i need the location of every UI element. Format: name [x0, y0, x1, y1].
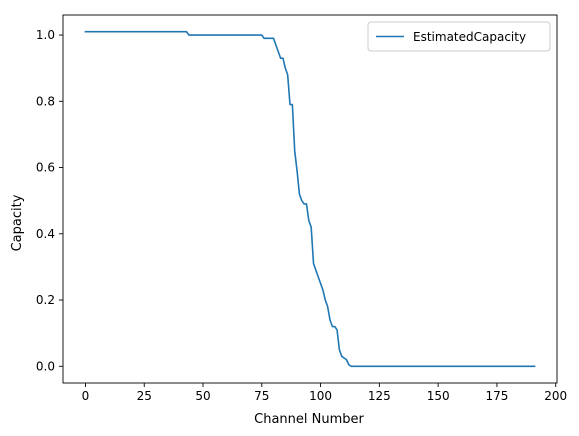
x-tick-label: 50	[195, 389, 210, 403]
y-tick-label: 0.4	[36, 227, 55, 241]
y-tick-label: 0.6	[36, 161, 55, 175]
y-tick-label: 1.0	[36, 28, 55, 42]
legend-box	[367, 21, 551, 52]
y-tick-label: 0.8	[36, 94, 55, 108]
y-tick-label: 0.2	[36, 293, 55, 307]
x-tick-label: 200	[544, 389, 567, 403]
legend-label: EstimatedCapacity	[413, 30, 526, 44]
legend: EstimatedCapacity	[367, 21, 551, 52]
y-axis-label: Capacity	[10, 194, 25, 251]
x-tick-label: 25	[137, 389, 152, 403]
x-tick-label: 175	[485, 389, 508, 403]
axes-frame	[62, 14, 558, 384]
series-line-0	[84, 30, 536, 368]
x-tick-label: 100	[309, 389, 332, 403]
y-tick-label: 0.0	[36, 359, 55, 373]
axes: 0 25 50 75 100 125 150 175 200 0.0 0.2 0.4 0.6 0.8 1.0	[36, 14, 567, 403]
x-tick-label: 125	[368, 389, 391, 403]
x-tick-label: 0	[82, 389, 90, 403]
x-tick-label: 150	[427, 389, 450, 403]
x-axis-label: Channel Number	[254, 412, 364, 427]
plot-area	[84, 30, 536, 368]
x-tick-label: 75	[254, 389, 269, 403]
